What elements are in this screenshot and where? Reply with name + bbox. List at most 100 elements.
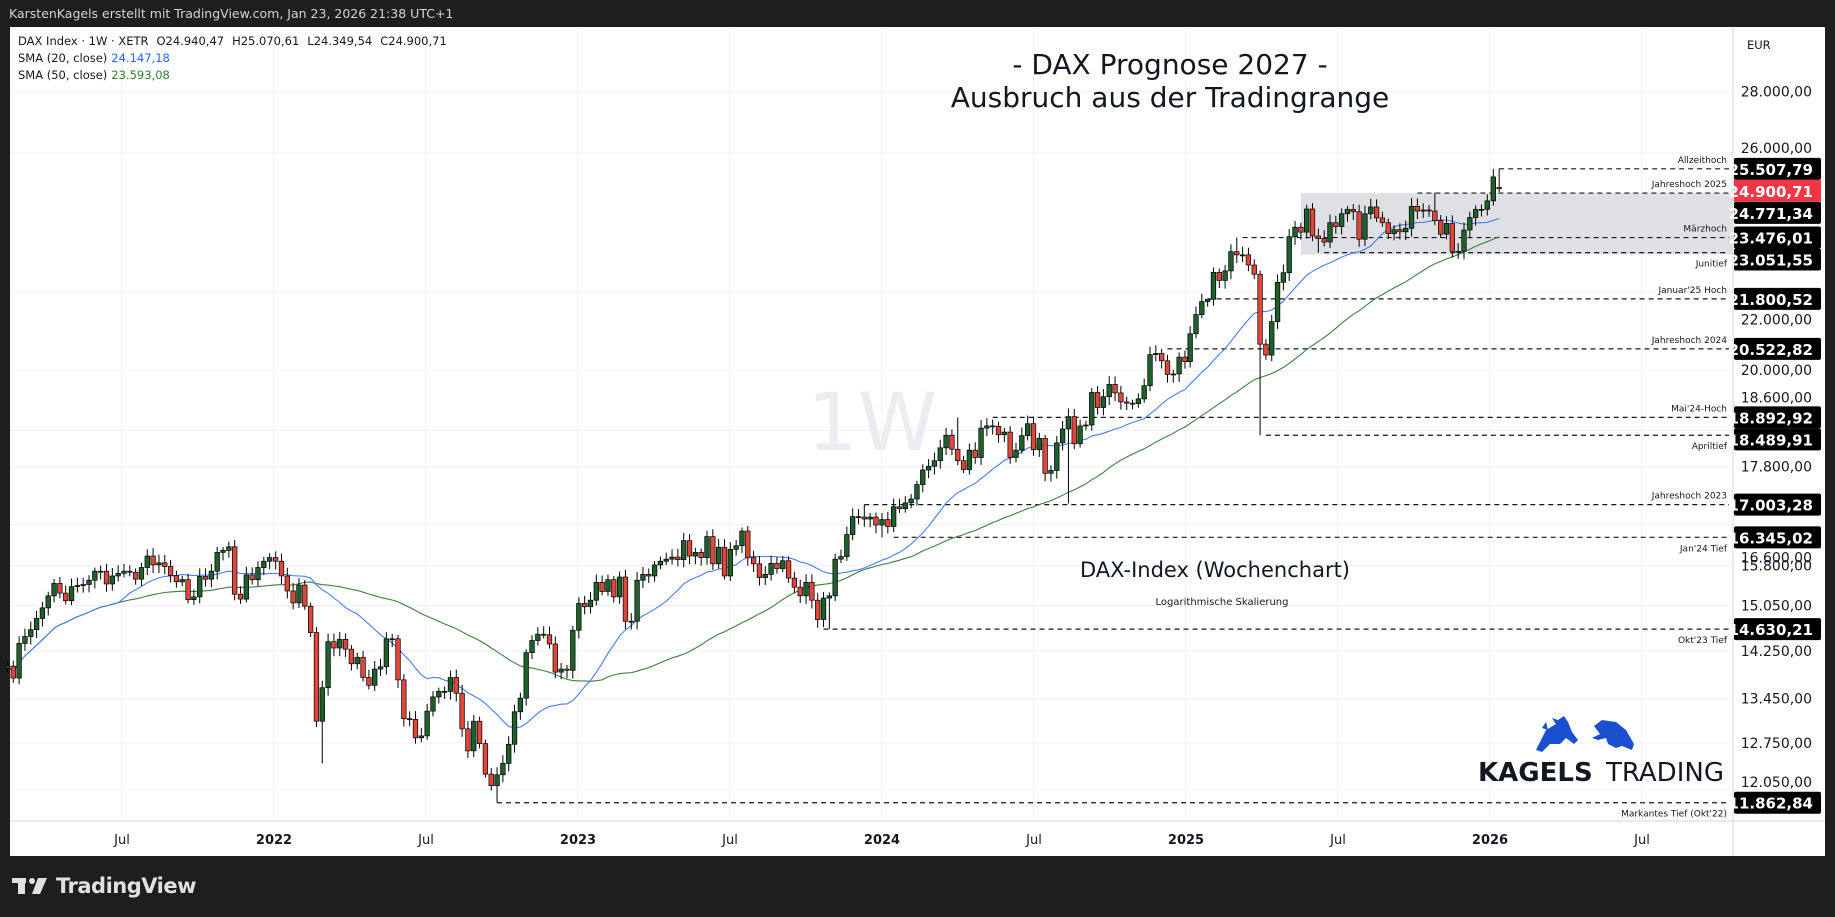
candle (453, 677, 459, 694)
candle (1403, 227, 1409, 233)
candle (1484, 200, 1490, 210)
candle (127, 570, 133, 573)
level-label: Jahreshoch 2023 (1651, 492, 1727, 502)
candle (243, 574, 249, 600)
candle (16, 643, 22, 679)
candle (1112, 384, 1118, 394)
candle (820, 597, 827, 620)
candle (80, 584, 86, 586)
legend-sma20[interactable]: SMA (20, close) 24.147,18 (18, 51, 178, 65)
level-price-value: 23.051,55 (1729, 252, 1813, 270)
candle (733, 545, 739, 550)
candle (1019, 435, 1025, 451)
candle (546, 634, 553, 645)
candle (791, 577, 798, 588)
candle (337, 639, 343, 649)
level-label: Okt'23 Tief (1678, 636, 1728, 646)
grid (10, 27, 1733, 821)
level-price-value: 20.522,82 (1729, 341, 1813, 359)
candle (517, 697, 524, 713)
candle (960, 460, 967, 470)
interval-watermark: 1W (807, 376, 937, 469)
candle (115, 572, 121, 577)
candle (855, 516, 862, 518)
chart-panel[interactable] (10, 27, 1825, 856)
candle (955, 448, 961, 462)
sma20-value: 24.147,18 (111, 51, 170, 65)
candle (780, 560, 786, 569)
level-price-box (1734, 287, 1821, 310)
candle (1391, 229, 1397, 234)
candle (966, 449, 973, 470)
level-label: Allzeithoch (1678, 156, 1727, 166)
level-price-box (1734, 337, 1821, 360)
legend-symbol[interactable]: DAX Index · 1W · XETR (18, 34, 149, 48)
candle (721, 546, 728, 577)
tradingview-icon (12, 878, 47, 894)
candle (1344, 208, 1351, 215)
level-price-box (1734, 226, 1821, 249)
candle (167, 566, 174, 576)
candle (471, 720, 477, 752)
sma50-line (7, 236, 1500, 682)
candle (412, 718, 419, 739)
bear-icon (1592, 720, 1634, 750)
candle (704, 536, 710, 558)
candle (465, 728, 471, 752)
candle (4, 665, 11, 669)
candle (838, 556, 844, 560)
candle (657, 560, 664, 566)
candle (628, 620, 634, 623)
candle (587, 599, 594, 608)
candle (1356, 211, 1362, 240)
candle (529, 640, 535, 654)
candle (1420, 209, 1426, 212)
candle (261, 560, 267, 568)
candle (844, 534, 850, 557)
candle (226, 546, 232, 551)
candle (1414, 205, 1421, 212)
candle (1478, 208, 1485, 211)
attribution-bar: KarstenKagels erstellt mit TradingView.c… (0, 0, 1835, 27)
level-lines: Allzeithoch Jahreshoch 2025 Märzhoch Juniti… (497, 156, 1729, 820)
time-axis-label: Jul (1025, 833, 1042, 848)
candle (162, 562, 168, 567)
candle (582, 603, 588, 608)
candle (1292, 226, 1298, 238)
kagels-logo: KAGELS TRADING (1478, 716, 1724, 788)
candle (1054, 442, 1060, 471)
time-axis[interactable]: Jul 2022 Jul 2023 Jul 2024 Jul 2025 Jul 2026 Jul (113, 833, 1650, 848)
candle (681, 540, 687, 561)
candle (313, 632, 320, 722)
sma50-value: 23.593,08 (111, 68, 170, 82)
legend-high: H25.070,61 (232, 34, 300, 48)
candle (1304, 208, 1310, 233)
candle (1385, 222, 1391, 234)
legend-sma50[interactable]: SMA (50, close) 23.593,08 (18, 68, 178, 82)
candle (570, 629, 576, 671)
tradingview-logo[interactable]: TradingView (12, 874, 196, 898)
level-label: Junitief (1695, 260, 1728, 270)
candle (1333, 222, 1339, 227)
candle (1059, 428, 1066, 444)
level-price-box (1734, 201, 1821, 224)
time-axis-label: 2025 (1168, 833, 1204, 848)
candle (552, 643, 558, 673)
price-axis-label: 12.750,00 (1741, 736, 1812, 752)
candle (1379, 217, 1386, 224)
candle (1321, 238, 1327, 243)
candle (1263, 343, 1269, 356)
price-axis[interactable]: 28.000,00 26.000,00 22.000,00 20.000,00 18.6… (1741, 85, 1812, 791)
candle (39, 607, 46, 619)
candle (278, 560, 285, 577)
candle (342, 639, 349, 650)
candle (1338, 213, 1345, 227)
candle (395, 638, 401, 681)
candle (144, 555, 150, 568)
candle (616, 576, 623, 598)
level-price-value: 21.800,52 (1729, 291, 1813, 309)
candle (1153, 353, 1159, 356)
candle (1007, 431, 1013, 458)
candle (1083, 424, 1089, 427)
